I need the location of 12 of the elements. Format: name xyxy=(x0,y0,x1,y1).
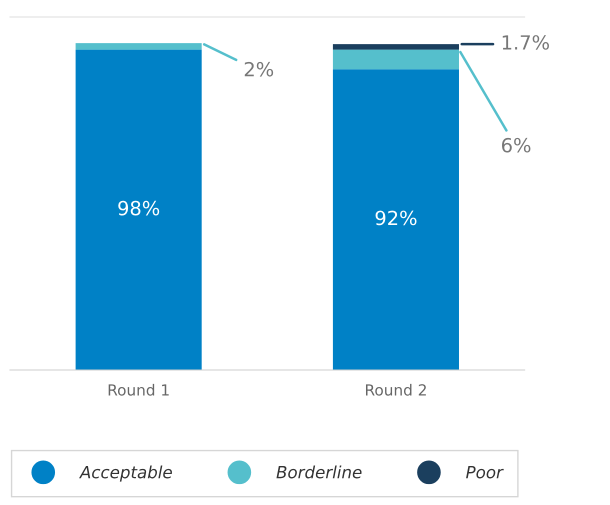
legend-label: Borderline xyxy=(276,466,362,478)
data-label: 1.7% xyxy=(502,35,549,50)
legend-label: Poor xyxy=(466,466,504,478)
x-tick-label: Round 1 xyxy=(108,384,169,396)
bar xyxy=(76,50,202,370)
legend-label: Acceptable xyxy=(79,466,172,482)
x-tick-label: Round 2 xyxy=(366,384,426,396)
data-label: 98% xyxy=(118,200,160,216)
data-label: 2% xyxy=(244,62,274,77)
data-label: 92% xyxy=(376,210,416,226)
data-label: 6% xyxy=(502,138,530,153)
bar xyxy=(332,69,459,370)
